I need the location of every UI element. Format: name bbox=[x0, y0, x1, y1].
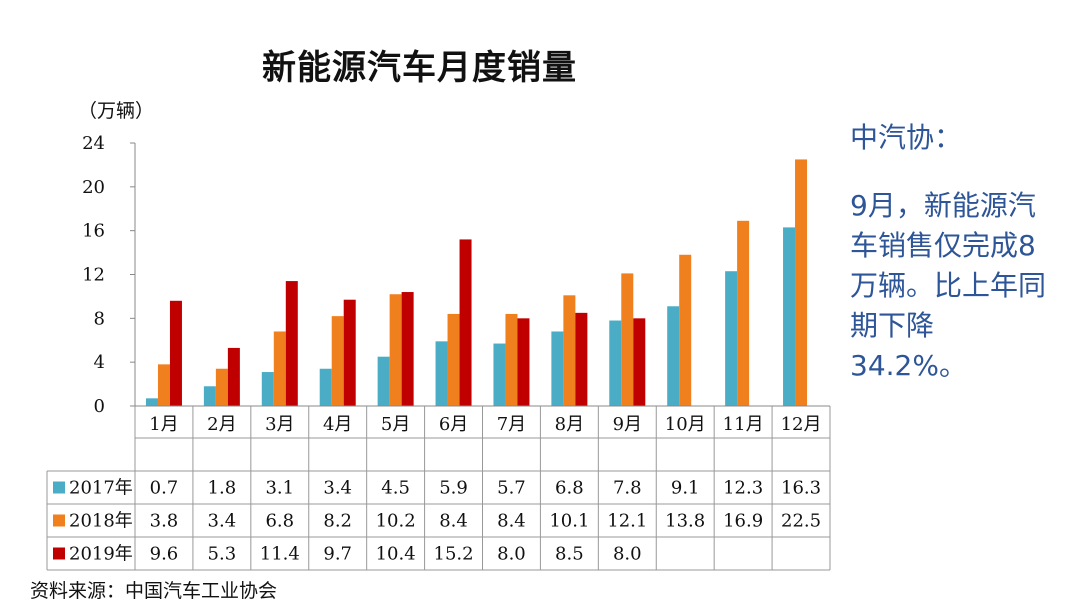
chart-title: 新能源汽车月度销量 bbox=[262, 48, 577, 88]
bar-0-9 bbox=[667, 306, 680, 406]
y-axis-unit: （万辆） bbox=[78, 100, 155, 122]
annotation-note: 中汽协： 9月，新能源汽车销售仅完成8万辆。比上年同期下降34.2%。 bbox=[850, 118, 1050, 386]
bar-1-11 bbox=[795, 159, 808, 406]
legend-swatch-1 bbox=[53, 514, 65, 527]
bar-0-0 bbox=[145, 398, 158, 406]
table-cell: 0.7 bbox=[150, 478, 179, 499]
legend-label-1: 2018年 bbox=[69, 511, 133, 532]
table-cell: 8.0 bbox=[613, 544, 642, 565]
x-tick-label: 11月 bbox=[723, 414, 764, 435]
table-cell: 1.8 bbox=[208, 478, 237, 499]
table-cell: 8.2 bbox=[323, 511, 352, 532]
table-cell: 7.8 bbox=[613, 478, 642, 499]
table-cell: 6.8 bbox=[555, 478, 584, 499]
bar-1-0 bbox=[157, 364, 170, 406]
y-tick-label: 20 bbox=[82, 177, 105, 198]
table-cell: 16.9 bbox=[723, 511, 763, 532]
bar-2-7 bbox=[575, 312, 588, 406]
bar-1-2 bbox=[273, 331, 286, 406]
x-tick-label: 3月 bbox=[265, 414, 294, 435]
table-cell: 8.4 bbox=[439, 511, 468, 532]
table-cell: 5.7 bbox=[497, 478, 526, 499]
bar-1-3 bbox=[331, 316, 344, 406]
y-tick-label: 0 bbox=[94, 396, 105, 417]
bar-1-9 bbox=[679, 254, 692, 406]
bar-1-10 bbox=[737, 220, 750, 406]
bar-2-5 bbox=[459, 239, 472, 406]
bar-0-6 bbox=[493, 343, 506, 406]
x-tick-label: 1月 bbox=[149, 414, 178, 435]
bar-0-7 bbox=[551, 331, 564, 406]
x-tick-label: 2月 bbox=[207, 414, 236, 435]
y-tick-label: 12 bbox=[82, 265, 105, 286]
bar-1-4 bbox=[389, 294, 402, 406]
table-cell: 8.5 bbox=[555, 544, 584, 565]
legend-label-0: 2017年 bbox=[69, 478, 133, 499]
bar-0-1 bbox=[203, 386, 216, 406]
table-cell: 8.0 bbox=[497, 544, 526, 565]
bar-1-6 bbox=[505, 313, 518, 406]
source-note: 资料来源：中国汽车工业协会 bbox=[30, 580, 278, 602]
x-tick-label: 4月 bbox=[323, 414, 352, 435]
bar-2-2 bbox=[285, 281, 298, 406]
x-tick-label: 7月 bbox=[497, 414, 526, 435]
x-tick-label: 12月 bbox=[781, 414, 822, 435]
table-cell: 5.3 bbox=[208, 544, 237, 565]
bar-2-1 bbox=[227, 347, 240, 406]
y-tick-label: 4 bbox=[94, 352, 105, 373]
table-cell: 12.3 bbox=[723, 478, 763, 499]
legend-label-2: 2019年 bbox=[69, 544, 133, 565]
y-tick-label: 16 bbox=[82, 221, 105, 242]
table-cell: 10.4 bbox=[376, 544, 416, 565]
bar-2-3 bbox=[343, 299, 356, 406]
bar-2-0 bbox=[169, 300, 182, 406]
table-cell: 10.1 bbox=[549, 511, 589, 532]
y-tick-label: 24 bbox=[82, 133, 105, 154]
table-cell: 9.6 bbox=[150, 544, 179, 565]
bar-1-7 bbox=[563, 295, 576, 406]
bar-0-11 bbox=[783, 227, 796, 406]
annotation-body: 9月，新能源汽车销售仅完成8万辆。比上年同期下降34.2%。 bbox=[850, 189, 1047, 382]
legend-swatch-0 bbox=[53, 481, 65, 494]
bar-0-2 bbox=[261, 372, 274, 406]
table-cell: 11.4 bbox=[260, 544, 300, 565]
table-cell: 3.1 bbox=[265, 478, 294, 499]
x-tick-label: 9月 bbox=[613, 414, 642, 435]
table-cell: 9.1 bbox=[671, 478, 700, 499]
x-tick-label: 6月 bbox=[439, 414, 468, 435]
bar-1-8 bbox=[621, 273, 634, 406]
bar-2-6 bbox=[517, 318, 530, 406]
table-cell: 16.3 bbox=[781, 478, 821, 499]
bar-0-10 bbox=[725, 271, 738, 406]
x-tick-label: 5月 bbox=[381, 414, 410, 435]
table-cell: 10.2 bbox=[376, 511, 416, 532]
bar-0-3 bbox=[319, 368, 332, 406]
table-cell: 3.4 bbox=[323, 478, 352, 499]
table-cell: 8.4 bbox=[497, 511, 526, 532]
bar-2-8 bbox=[633, 318, 646, 406]
bar-0-5 bbox=[435, 341, 448, 406]
table-cell: 15.2 bbox=[434, 544, 474, 565]
table-cell: 12.1 bbox=[607, 511, 647, 532]
table-cell: 4.5 bbox=[381, 478, 410, 499]
table-cell: 6.8 bbox=[265, 511, 294, 532]
bar-1-1 bbox=[215, 368, 228, 406]
table-cell: 13.8 bbox=[665, 511, 705, 532]
x-tick-label: 10月 bbox=[665, 414, 706, 435]
table-cell: 22.5 bbox=[781, 511, 821, 532]
table-cell: 5.9 bbox=[439, 478, 468, 499]
x-tick-label: 8月 bbox=[555, 414, 584, 435]
table-cell: 3.8 bbox=[150, 511, 179, 532]
bar-2-4 bbox=[401, 292, 414, 406]
bar-1-5 bbox=[447, 313, 460, 406]
legend-swatch-2 bbox=[53, 547, 65, 560]
y-tick-label: 8 bbox=[94, 308, 105, 329]
table-cell: 3.4 bbox=[208, 511, 237, 532]
bar-0-4 bbox=[377, 356, 390, 406]
annotation-heading: 中汽协： bbox=[850, 121, 963, 154]
table-cell: 9.7 bbox=[323, 544, 352, 565]
bar-0-8 bbox=[609, 320, 622, 406]
